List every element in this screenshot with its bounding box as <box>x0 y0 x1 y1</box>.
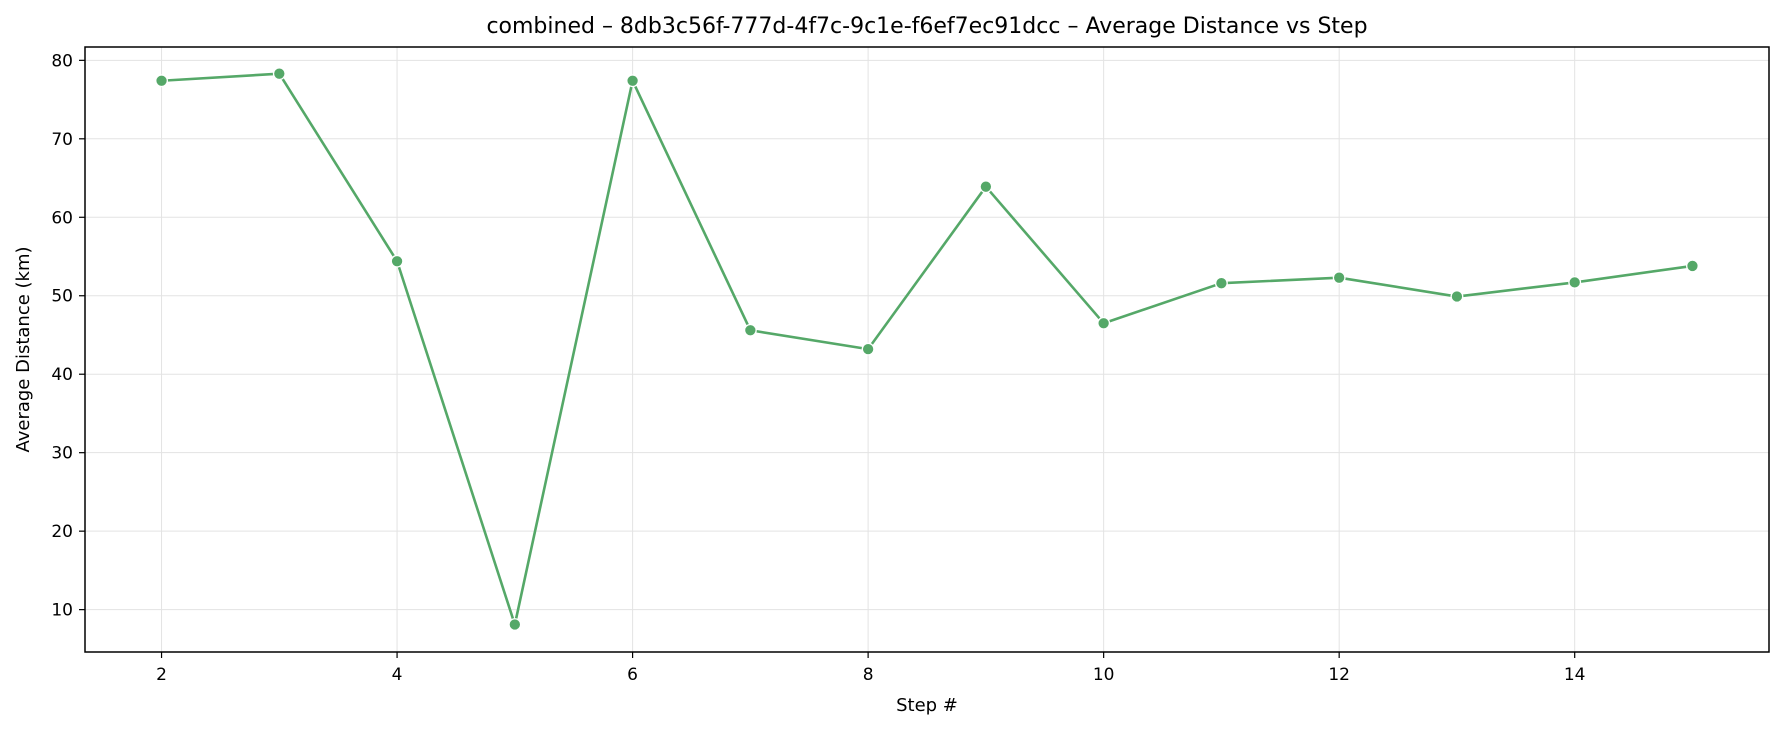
data-point <box>508 618 522 631</box>
y-tick-label: 50 <box>51 287 73 307</box>
y-tick-label: 10 <box>51 601 73 621</box>
data-point <box>1568 275 1582 289</box>
y-tick-label: 60 <box>51 208 73 228</box>
data-point <box>1097 316 1111 330</box>
x-tick-label: 4 <box>392 665 403 685</box>
x-tick-label: 14 <box>1564 665 1586 685</box>
series-layer <box>155 67 1699 631</box>
data-point <box>1686 259 1699 273</box>
y-tick-label: 80 <box>51 51 73 71</box>
grid <box>85 47 1769 652</box>
data-point <box>626 74 640 88</box>
data-point <box>1332 271 1346 285</box>
data-point <box>1214 276 1228 290</box>
x-tick-label: 2 <box>156 665 167 685</box>
y-axis-label: Average Distance (km) <box>13 246 34 452</box>
data-point <box>979 180 993 194</box>
x-tick-label: 6 <box>627 665 638 685</box>
data-point <box>155 74 168 88</box>
x-tick-label: 8 <box>863 665 874 685</box>
y-tick-label: 40 <box>51 365 73 385</box>
x-axis-ticks: 2 4 6 8 10 12 14 <box>156 652 1586 685</box>
chart-title: combined – 8db3c56f-777d-4f7c-9c1e-f6ef7… <box>486 14 1367 39</box>
plot-frame <box>84 46 1770 653</box>
x-axis-label: Step # <box>896 695 958 716</box>
data-point <box>743 323 757 337</box>
x-tick-label: 12 <box>1328 665 1350 685</box>
y-tick-label: 70 <box>51 130 73 150</box>
series-line <box>161 72 1693 626</box>
y-tick-label: 30 <box>51 444 73 464</box>
data-point <box>272 67 286 81</box>
x-tick-label: 10 <box>1093 665 1115 685</box>
y-tick-label: 20 <box>51 522 73 542</box>
data-point <box>1450 290 1464 303</box>
data-point <box>861 342 875 356</box>
data-point <box>390 254 404 268</box>
y-axis-ticks: 10 20 30 40 50 60 70 80 <box>51 51 85 621</box>
